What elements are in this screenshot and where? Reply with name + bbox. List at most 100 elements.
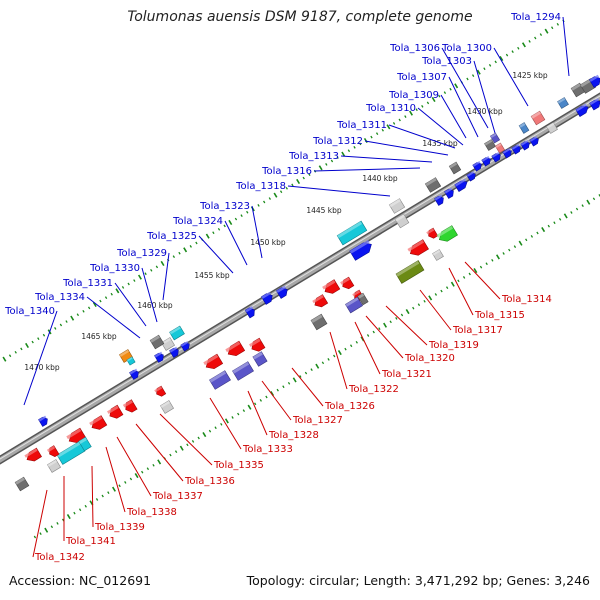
reverse-gene-label[interactable]: Tola_1315 — [474, 310, 525, 321]
forward-gene-label[interactable]: Tola_1331 — [62, 278, 113, 289]
forward-gene-label[interactable]: Tola_1325 — [146, 231, 197, 242]
forward-gene-label[interactable]: Tola_1340 — [4, 306, 55, 317]
forward-gene-label[interactable]: Tola_1306 — [389, 43, 440, 54]
gene-feature[interactable] — [312, 294, 329, 310]
forward-gene-label[interactable]: Tola_1312 — [312, 136, 363, 147]
gene-feature[interactable] — [491, 152, 502, 163]
gene-feature[interactable] — [436, 225, 458, 245]
gene-feature[interactable] — [209, 370, 231, 390]
gene-feature[interactable] — [432, 249, 444, 261]
reverse-gene-label[interactable]: Tola_1327 — [292, 415, 343, 426]
reverse-gene-label[interactable]: Tola_1317 — [452, 325, 503, 336]
gene-feature[interactable] — [322, 279, 341, 297]
gene-feature[interactable] — [502, 148, 513, 159]
gene-feature[interactable] — [481, 156, 492, 167]
forward-gene-label[interactable]: Tola_1294 — [510, 12, 561, 23]
gene-feature[interactable] — [454, 178, 469, 192]
gene-feature[interactable] — [129, 368, 141, 380]
forward-gene-label[interactable]: Tola_1311 — [336, 120, 387, 131]
reverse-gene-label[interactable]: Tola_1337 — [152, 491, 203, 502]
gene-feature[interactable] — [575, 103, 590, 117]
gene-feature[interactable] — [180, 341, 191, 352]
reverse-gene-label[interactable]: Tola_1319 — [428, 340, 479, 351]
gene-feature[interactable] — [494, 142, 506, 154]
gene-feature[interactable] — [345, 296, 363, 314]
gene-feature[interactable] — [122, 399, 138, 415]
gene-feature[interactable] — [426, 227, 439, 240]
gene-feature[interactable] — [89, 415, 108, 433]
gene-feature[interactable] — [448, 161, 462, 175]
gene-feature[interactable] — [530, 110, 546, 126]
gene-feature[interactable] — [424, 177, 442, 193]
gene-feature[interactable] — [46, 445, 60, 459]
reverse-gene-label[interactable]: Tola_1326 — [324, 401, 375, 412]
gene-feature[interactable] — [203, 353, 224, 372]
gene-feature[interactable] — [489, 132, 501, 144]
gene-feature[interactable] — [232, 361, 254, 381]
gene-feature[interactable] — [169, 325, 185, 341]
gene-feature[interactable] — [14, 476, 30, 492]
forward-gene-label[interactable]: Tola_1313 — [288, 151, 339, 162]
gene-feature[interactable] — [107, 404, 124, 421]
forward-gene-label[interactable]: Tola_1318 — [235, 181, 286, 192]
reverse-gene-label[interactable]: Tola_1339 — [94, 522, 145, 533]
gene-feature[interactable] — [336, 220, 368, 246]
forward-gene-label[interactable]: Tola_1323 — [199, 201, 250, 212]
gene-feature[interactable] — [38, 415, 50, 427]
gene-feature[interactable] — [407, 239, 429, 259]
gene-feature[interactable] — [518, 122, 530, 134]
forward-gene-label[interactable]: Tola_1303 — [421, 56, 472, 67]
gene-feature[interactable] — [529, 136, 540, 147]
forward-gene-label[interactable]: Tola_1316 — [261, 166, 312, 177]
gene-feature[interactable] — [275, 285, 289, 299]
forward-gene-label[interactable]: Tola_1300 — [441, 43, 492, 54]
gene-feature[interactable] — [395, 260, 425, 284]
gene-feature[interactable] — [244, 306, 257, 319]
forward-gene-label[interactable]: Tola_1307 — [396, 72, 447, 83]
gene-feature[interactable] — [154, 351, 166, 363]
forward-gene-label[interactable]: Tola_1324 — [172, 216, 223, 227]
gene-feature[interactable] — [66, 427, 87, 446]
reverse-gene-label[interactable]: Tola_1342 — [34, 552, 85, 563]
forward-gene-label[interactable]: Tola_1334 — [34, 292, 85, 303]
reverse-gene-label[interactable]: Tola_1322 — [348, 384, 399, 395]
gene-feature[interactable] — [149, 334, 165, 350]
gene-feature[interactable] — [126, 356, 136, 366]
gene-feature[interactable] — [511, 144, 522, 155]
gene-feature[interactable] — [520, 140, 531, 151]
gene-feature[interactable] — [310, 313, 328, 331]
reverse-gene-label[interactable]: Tola_1314 — [501, 294, 552, 305]
gene-feature[interactable] — [249, 337, 266, 354]
gene-feature[interactable] — [472, 161, 483, 172]
reverse-gene-label[interactable]: Tola_1335 — [213, 460, 264, 471]
gene-feature[interactable] — [154, 385, 167, 398]
gene-feature[interactable] — [225, 340, 246, 359]
forward-gene-label[interactable]: Tola_1329 — [116, 248, 167, 259]
gene-feature[interactable] — [46, 459, 62, 473]
reverse-gene-label[interactable]: Tola_1341 — [65, 536, 116, 547]
gene-feature[interactable] — [444, 187, 456, 199]
gene-feature[interactable] — [169, 346, 181, 358]
gene-feature[interactable] — [394, 213, 410, 229]
reverse-gene-label[interactable]: Tola_1328 — [268, 430, 319, 441]
gene-feature[interactable] — [260, 291, 274, 305]
gene-feature[interactable] — [24, 447, 42, 464]
reverse-gene-label[interactable]: Tola_1338 — [126, 507, 177, 518]
forward-gene-label[interactable]: Tola_1309 — [388, 90, 439, 101]
gene-feature[interactable] — [466, 171, 477, 182]
reverse-gene-label[interactable]: Tola_1320 — [404, 353, 455, 364]
gene-feature[interactable] — [434, 194, 446, 206]
gene-feature[interactable] — [340, 276, 355, 291]
reverse-gene-label[interactable]: Tola_1333 — [242, 444, 293, 455]
gene-feature[interactable] — [252, 351, 268, 367]
reverse-gene-label[interactable]: Tola_1321 — [381, 369, 432, 380]
gene-feature[interactable] — [546, 122, 558, 134]
reverse-gene-label[interactable]: Tola_1336 — [184, 476, 235, 487]
gene-feature[interactable] — [557, 97, 569, 109]
forward-gene-label[interactable]: Tola_1330 — [89, 263, 140, 274]
gene-feature[interactable] — [357, 292, 369, 306]
forward-gene-label[interactable]: Tola_1310 — [365, 103, 416, 114]
gene-feature[interactable] — [78, 436, 92, 452]
gene-feature[interactable] — [56, 441, 86, 465]
gene-feature[interactable] — [388, 198, 406, 214]
